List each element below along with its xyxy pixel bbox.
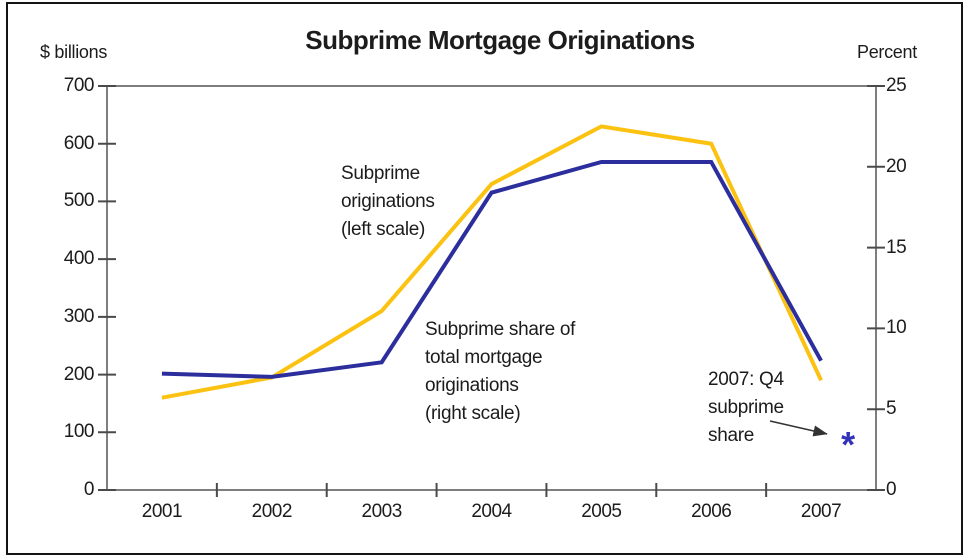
right-axis-tick-label: 20 xyxy=(886,155,907,177)
q4-note-arrow xyxy=(769,420,828,437)
figure-border xyxy=(6,2,963,555)
annotation-line: Subprime share of xyxy=(425,319,576,340)
annotation-line: originations xyxy=(341,191,435,212)
right-axis-tick-label: 0 xyxy=(886,479,897,500)
left-axis-tick-label: 0 xyxy=(83,479,95,500)
annotation-line: originations xyxy=(425,375,519,396)
x-axis-tick-label: 2006 xyxy=(691,501,732,522)
right-axis-tick-label: 5 xyxy=(886,398,897,420)
right-axis-unit-label: Percent xyxy=(857,42,917,62)
annotation-line: Subprime xyxy=(341,163,420,184)
annotation-line: subprime xyxy=(708,397,784,418)
plot-border xyxy=(106,85,877,491)
x-axis-tick-label: 2001 xyxy=(141,501,183,522)
share-label: Subprime share of total mortgage originati… xyxy=(425,316,575,428)
left-axis-tick-label: 100 xyxy=(63,421,95,443)
right-axis-tick-label: 15 xyxy=(886,236,907,258)
chart-title: Subprime Mortgage Originations xyxy=(305,25,695,55)
x-axis-tick-label: 2004 xyxy=(471,501,512,522)
x-axis-tick-label: 2003 xyxy=(361,501,403,522)
q4-note: 2007: Q4 subprime share xyxy=(708,366,784,450)
annotation-line: share xyxy=(708,425,755,446)
left-axis-tick-label: 200 xyxy=(63,363,95,385)
subprime-share-line xyxy=(161,159,823,379)
left-axis-tick-label: 400 xyxy=(63,248,95,270)
annotation-line: (right scale) xyxy=(425,403,521,424)
left-axis-tick-label: 500 xyxy=(63,190,95,212)
annotation-line: (left scale) xyxy=(341,219,426,240)
annotation-line: total mortgage xyxy=(425,347,543,368)
right-axis-tick-label: 25 xyxy=(886,75,907,96)
right-axis-tick-label: 10 xyxy=(886,317,907,339)
x-axis-tick-label: 2005 xyxy=(581,501,622,522)
left-axis-unit-label: $ billions xyxy=(40,42,108,62)
x-axis-tick-label: 2007 xyxy=(800,501,842,522)
left-axis-tick-label: 600 xyxy=(63,132,95,154)
q4-asterisk-marker: * xyxy=(841,424,855,465)
originations-label: Subprime originations (left scale) xyxy=(341,160,435,244)
left-axis-tick-label: 300 xyxy=(63,305,95,327)
annotation-line: 2007: Q4 xyxy=(708,369,784,390)
x-axis-tick-label: 2002 xyxy=(251,501,293,522)
left-axis-tick-label: 700 xyxy=(63,75,95,96)
